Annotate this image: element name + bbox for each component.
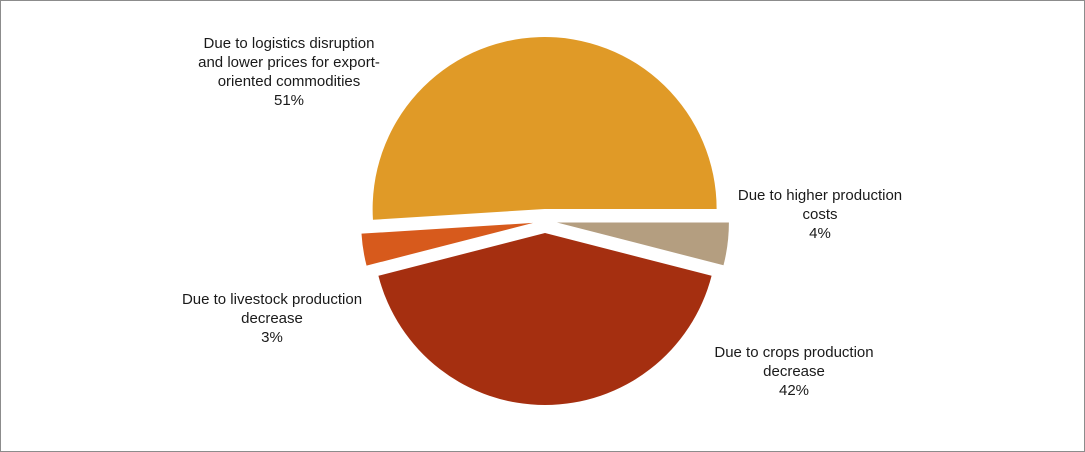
label-line: oriented commodities: [217, 73, 361, 90]
label-line: decrease: [763, 363, 825, 380]
label-line: Due to livestock production: [181, 291, 363, 308]
label-line: Due to logistics disruption: [203, 35, 375, 52]
label-line: costs: [802, 206, 838, 223]
label-line: Due to crops production: [714, 344, 874, 361]
slice-crops-production-decrease: [378, 233, 712, 406]
label-line: decrease: [241, 310, 303, 327]
slice-label-higher-production-costs: Due to higher production costs 4%: [715, 186, 925, 243]
slice-livestock-production-decrease: [361, 222, 534, 266]
label-line: Due to higher production: [737, 187, 903, 204]
label-percent: 4%: [809, 225, 831, 242]
slice-logistics-disruption: [372, 37, 717, 220]
label-percent: 42%: [778, 382, 810, 399]
label-line: and lower prices for export-: [198, 54, 380, 71]
slice-higher-production-costs: [556, 222, 729, 266]
label-percent: 3%: [261, 329, 283, 346]
slice-label-livestock-production-decrease: Due to livestock production decrease 3%: [159, 290, 385, 347]
label-percent: 51%: [273, 92, 305, 109]
slice-label-crops-production-decrease: Due to crops production decrease 42%: [689, 343, 899, 400]
slice-label-logistics-disruption: Due to logistics disruption and lower pr…: [181, 34, 397, 110]
